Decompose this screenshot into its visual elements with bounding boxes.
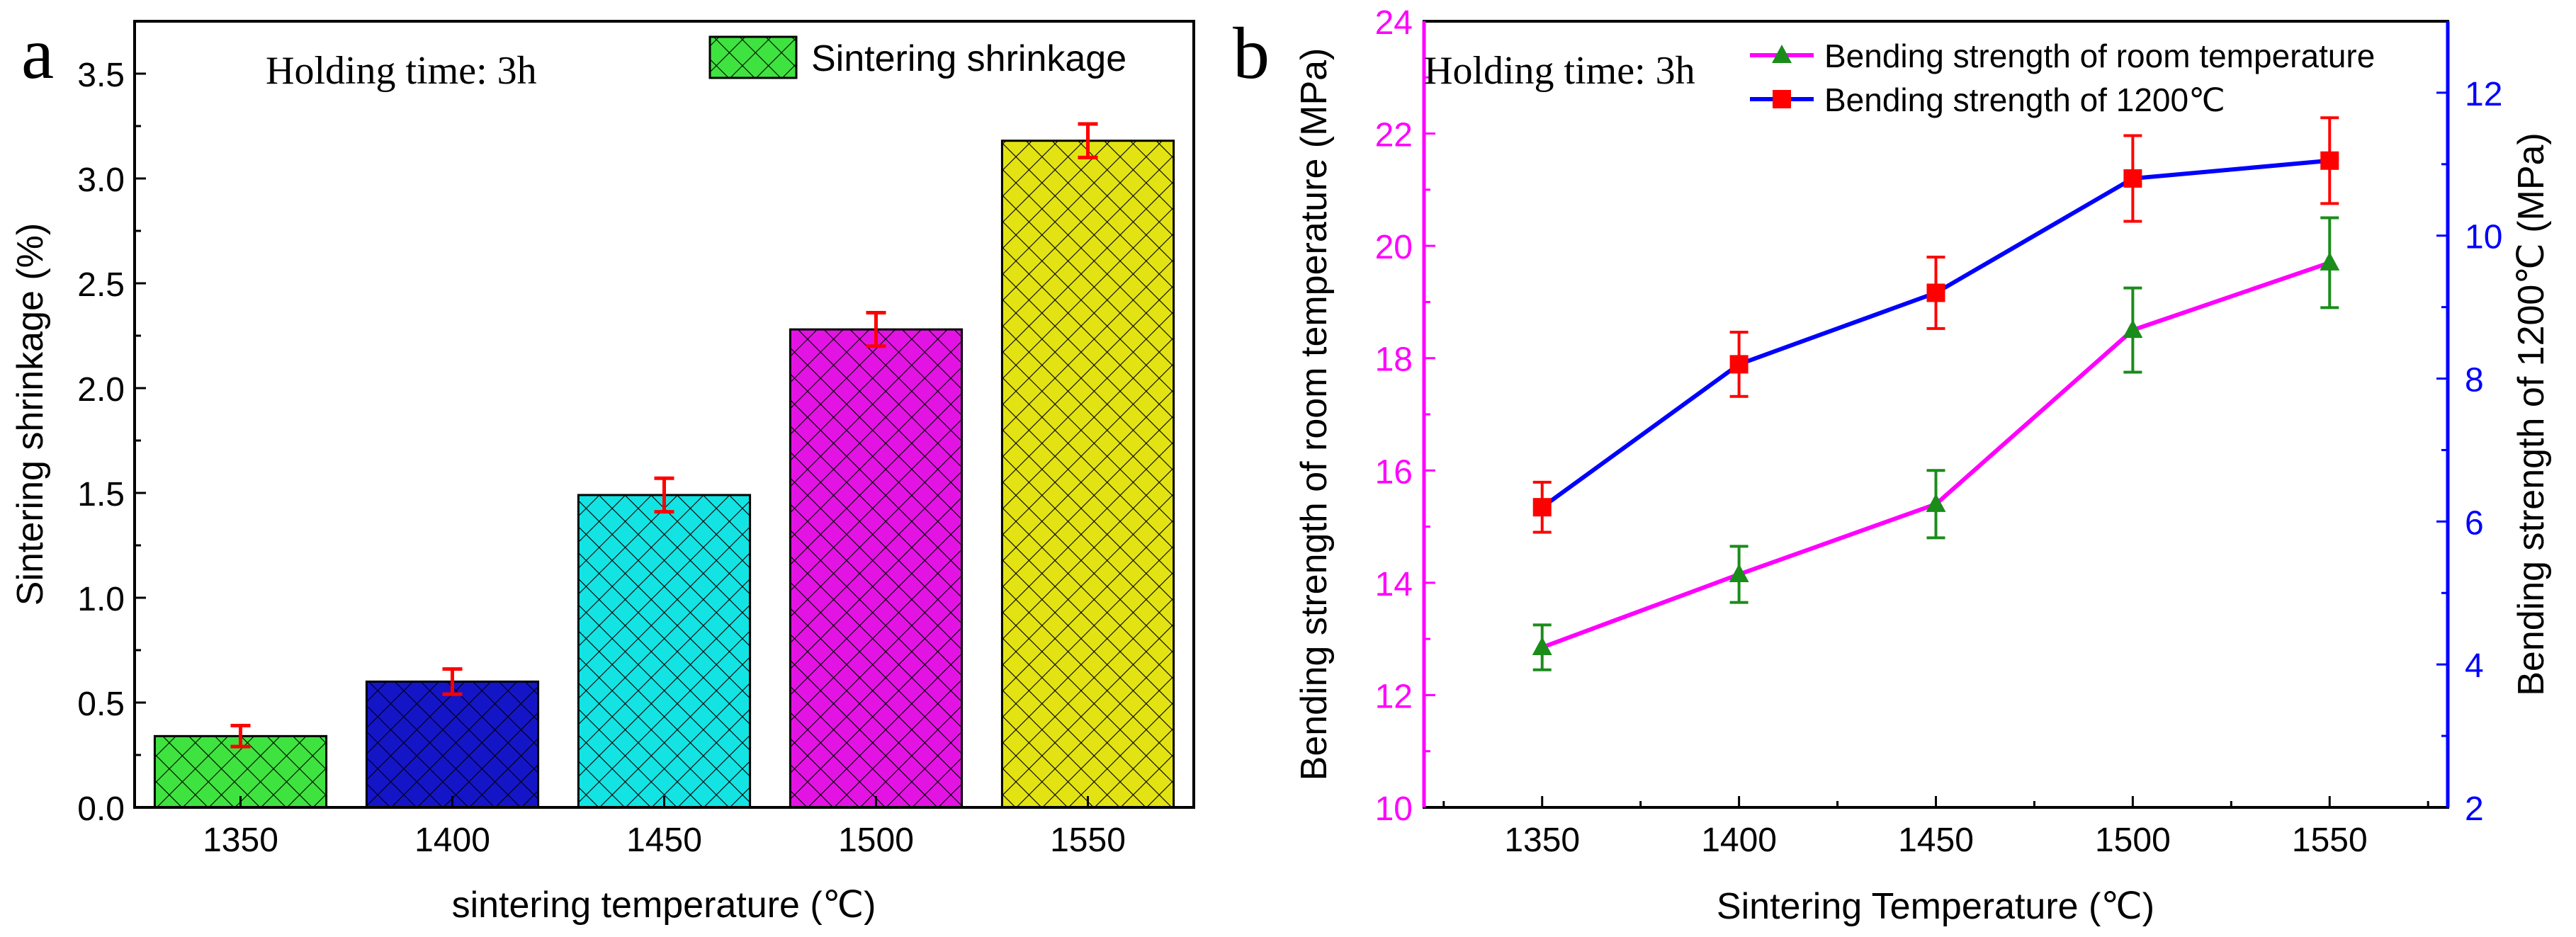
b-left-tick-label: 10 xyxy=(1375,790,1413,828)
b-marker-triangle xyxy=(1729,563,1749,582)
a-bar-hatch-1450 xyxy=(577,494,752,809)
b-series-line-1 xyxy=(1540,158,2330,509)
a-annotation: Holding time: 3h xyxy=(266,49,537,93)
b-left-tick-label: 20 xyxy=(1375,229,1413,266)
b-left-y-axis-label: Bending strength of room temperature (MP… xyxy=(1294,48,1335,781)
b-x-axis-label: Sintering Temperature (℃) xyxy=(1717,886,2154,927)
a-x-ticks: 1350 1400 1450 1500 1550 xyxy=(203,796,1126,859)
a-x-tick-label: 1500 xyxy=(838,822,914,859)
b-x-tick-label: 1400 xyxy=(1701,822,1777,859)
b-x-tick-label: 1350 xyxy=(1504,822,1580,859)
b-marker-square xyxy=(2320,151,2339,170)
a-y-tick-label: 0.5 xyxy=(77,686,125,723)
panel-label-a: a xyxy=(21,13,54,94)
b-marker-square xyxy=(1532,498,1552,517)
b-marker-triangle xyxy=(1926,493,1946,512)
a-legend-swatch xyxy=(708,35,798,79)
b-left-tick-label: 24 xyxy=(1375,4,1413,42)
a-y-tick-label: 1.0 xyxy=(77,581,125,618)
a-bar-hatch-1500 xyxy=(789,328,964,809)
b-left-y-ticks: 10 12 14 16 18 20 22 24 xyxy=(1375,4,1435,828)
a-x-axis-label: sintering temperature (℃) xyxy=(452,885,876,926)
b-right-tick-label: 10 xyxy=(2465,219,2502,256)
b-marker-square xyxy=(1926,283,1945,302)
a-y-tick-label: 3.5 xyxy=(77,57,125,94)
b-marker-triangle xyxy=(2123,319,2143,339)
b-series xyxy=(1532,116,2340,671)
b-right-tick-label: 2 xyxy=(2465,790,2484,828)
b-legend-label-1: Bending strength of 1200℃ xyxy=(1824,81,2225,118)
b-legend-marker-1 xyxy=(1773,90,1791,108)
panel-a: a 0.00.51.01.52.02.53.03.5 1350 1400 1450 1… xyxy=(10,13,1195,926)
b-left-tick-label: 14 xyxy=(1375,566,1413,603)
a-legend-label: Sintering shrinkage xyxy=(811,38,1126,79)
b-left-tick-label: 22 xyxy=(1375,117,1413,154)
a-y-tick-label: 2.0 xyxy=(77,371,125,409)
a-bar-hatch-1400 xyxy=(365,680,540,809)
b-x-ticks: 1350 1400 1450 1500 1550 xyxy=(1442,796,2429,859)
b-legend: Bending strength of room temperature Bend… xyxy=(1750,38,2375,118)
a-x-tick-label: 1550 xyxy=(1050,822,1126,859)
b-marker-triangle xyxy=(1532,637,1552,656)
a-y-tick-label: 1.5 xyxy=(77,476,125,513)
b-marker-square xyxy=(2123,169,2142,188)
b-x-tick-label: 1550 xyxy=(2292,822,2368,859)
b-legend-marker-0 xyxy=(1772,45,1792,63)
a-y-tick-label: 0.0 xyxy=(77,790,125,828)
a-y-axis-label: Sintering shrinkage (%) xyxy=(10,223,51,606)
b-left-tick-label: 16 xyxy=(1375,453,1413,491)
b-marker-triangle xyxy=(2320,251,2340,271)
b-annotation: Holding time: 3h xyxy=(1424,49,1695,93)
b-left-tick-label: 12 xyxy=(1375,678,1413,715)
b-right-tick-label: 8 xyxy=(2465,362,2484,399)
b-plot-frame xyxy=(1423,20,2449,809)
b-x-tick-label: 1500 xyxy=(2095,822,2171,859)
a-x-tick-label: 1350 xyxy=(203,822,278,859)
panel-label-b: b xyxy=(1233,13,1270,94)
a-x-tick-label: 1400 xyxy=(414,822,490,859)
a-bars xyxy=(153,122,1175,809)
a-y-tick-label: 3.0 xyxy=(77,161,125,199)
b-right-tick-label: 6 xyxy=(2465,504,2484,542)
b-right-tick-label: 12 xyxy=(2465,76,2502,113)
a-plot-frame xyxy=(133,20,1195,809)
b-right-y-axis-label: Bending strength of 1200℃ (MPa) xyxy=(2511,132,2552,696)
b-legend-label-0: Bending strength of room temperature xyxy=(1824,38,2375,74)
a-y-tick-label: 2.5 xyxy=(77,266,125,304)
b-x-tick-label: 1450 xyxy=(1898,822,1974,859)
b-marker-square xyxy=(1729,355,1749,374)
a-x-tick-label: 1450 xyxy=(626,822,702,859)
a-y-ticks: 0.0 0.5 1.0 1.5 2.0 2.5 3.0 3.5 xyxy=(77,57,146,828)
b-left-tick-label: 18 xyxy=(1375,341,1413,379)
b-right-tick-label: 4 xyxy=(2465,647,2484,685)
a-bar-hatch-1550 xyxy=(1000,140,1175,809)
